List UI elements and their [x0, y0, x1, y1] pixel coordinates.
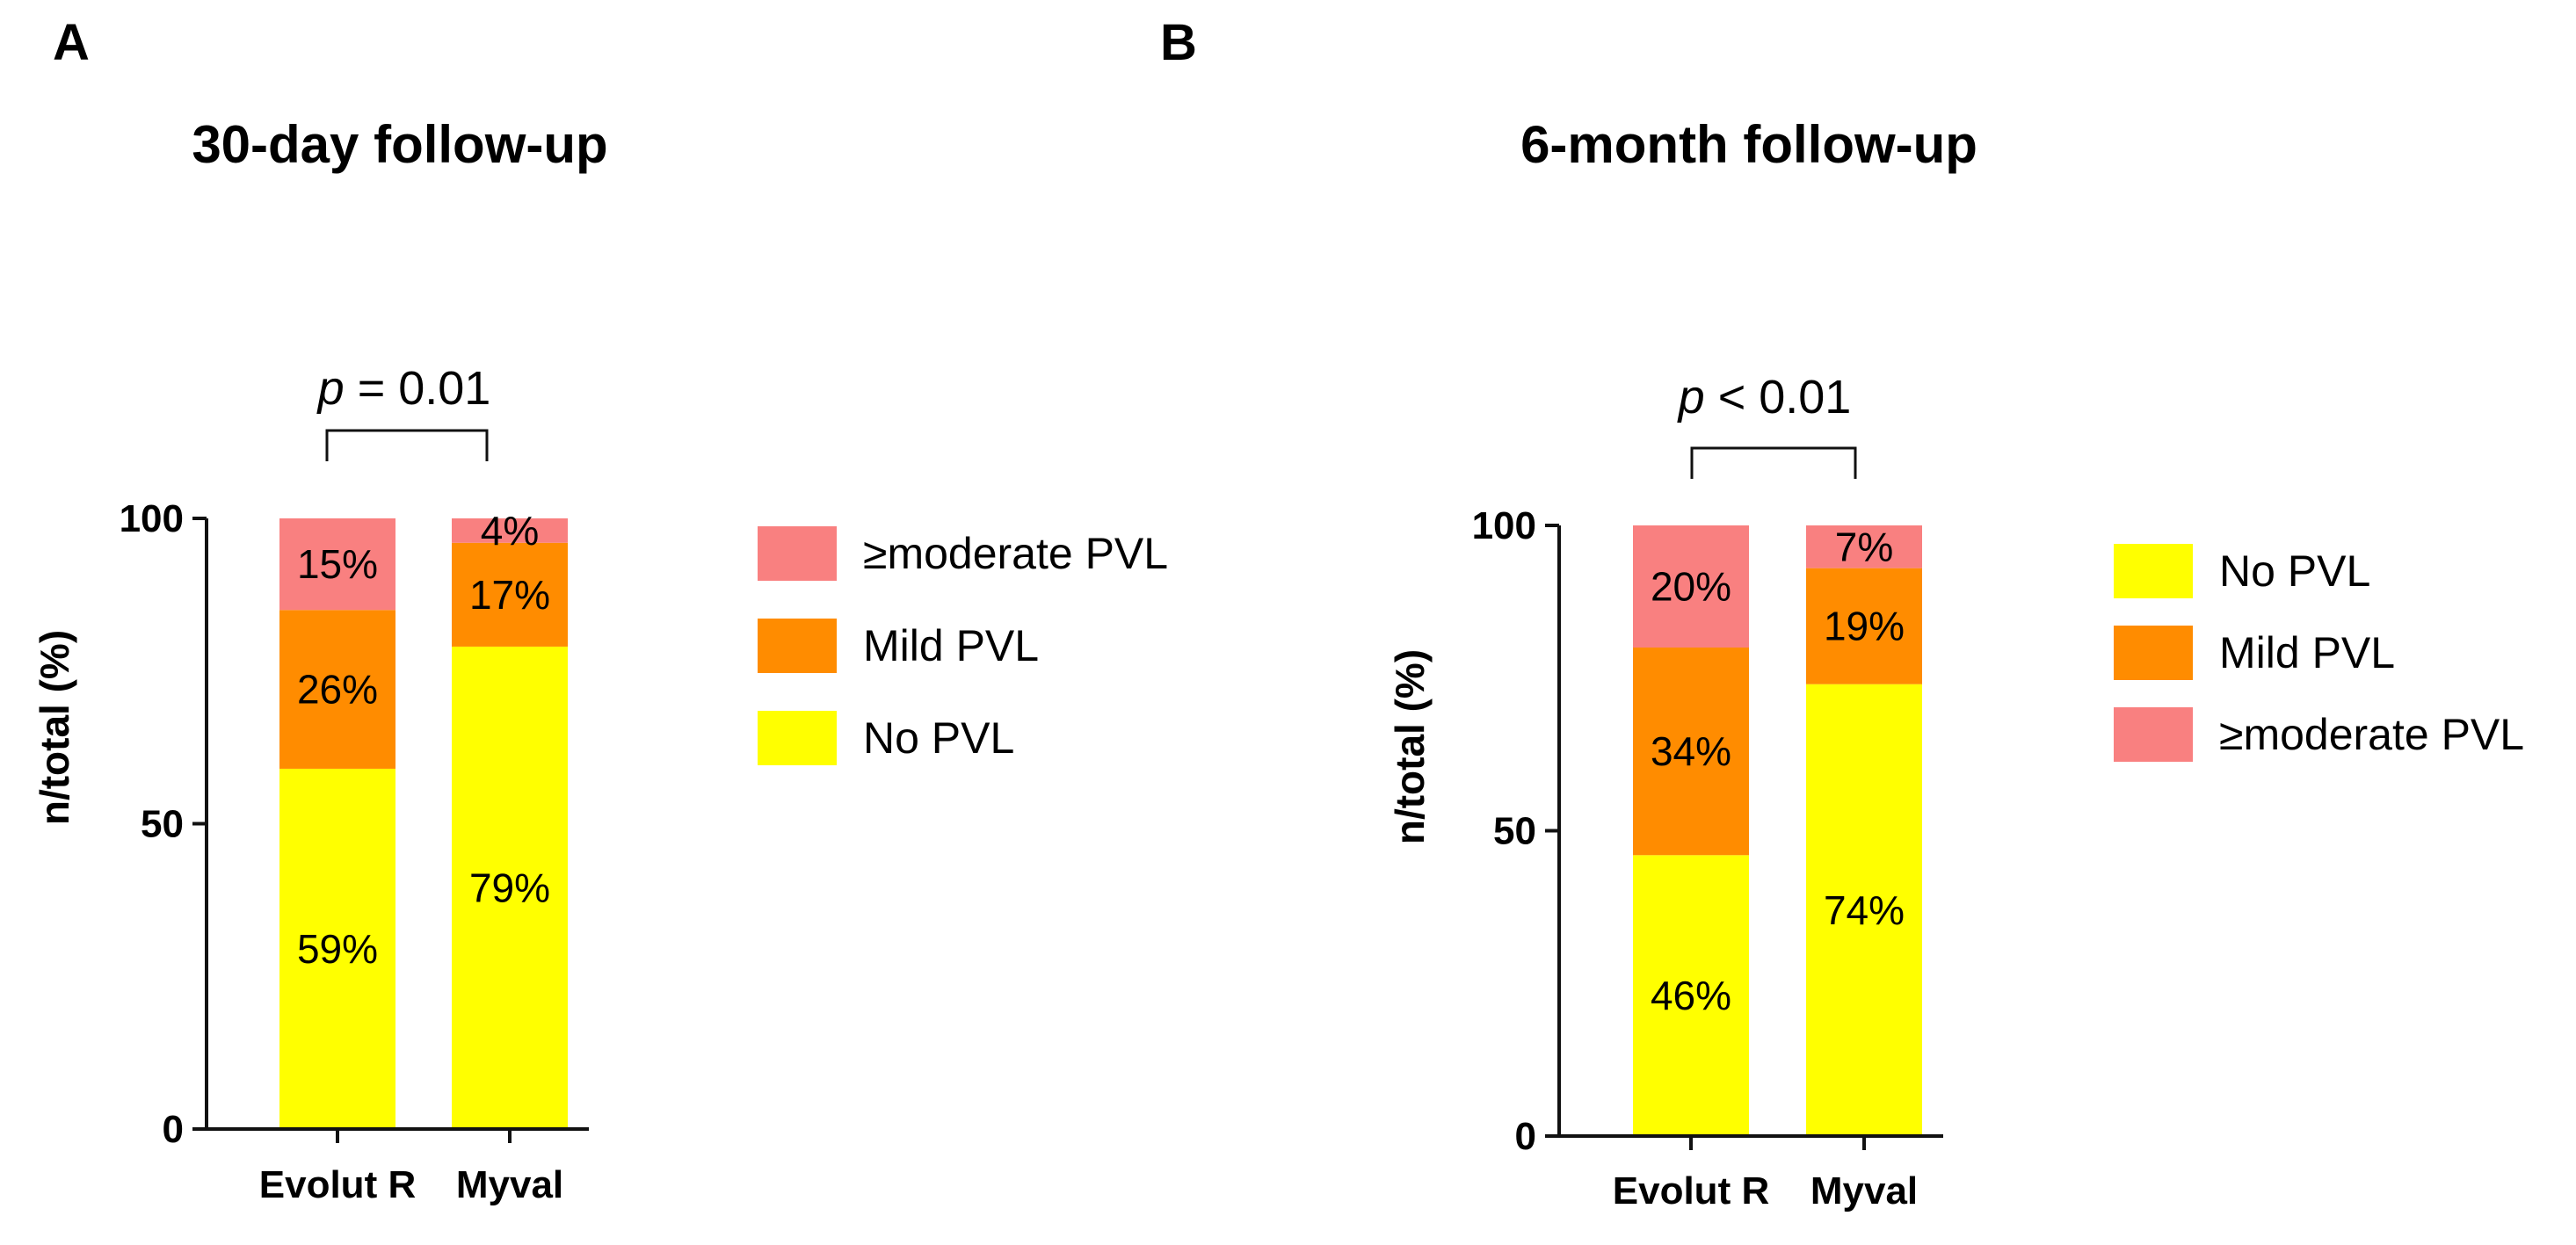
- legend-label: ≥moderate PVL: [2219, 710, 2524, 759]
- legend-swatch: [758, 619, 837, 673]
- significance-bracket: [1690, 446, 1857, 479]
- data-label: 34%: [1651, 728, 1731, 774]
- data-label: 19%: [1824, 604, 1905, 649]
- plot-area: 59% 26% 15% Evolut R 79% 17% 4% Myval 0 50 100: [120, 497, 589, 1206]
- data-label: 7%: [1835, 524, 1893, 569]
- data-label: 4%: [481, 508, 539, 554]
- bar-segment-moderate-pvl: [452, 518, 568, 543]
- legend-label: Mild PVL: [2219, 628, 2395, 677]
- y-axis-label: n/total (%): [1387, 649, 1433, 844]
- legend-label: No PVL: [863, 713, 1014, 763]
- p-value-label: p < 0.01: [1677, 371, 1852, 423]
- data-label: 79%: [469, 865, 550, 910]
- p-symbol: p: [316, 362, 345, 415]
- data-label: 46%: [1651, 973, 1731, 1018]
- panel-b: B 6-month follow-up n/total (%) 46% 34% 20…: [1160, 14, 2524, 1212]
- legend-label: No PVL: [2219, 546, 2370, 596]
- x-tick-label: Myval: [1810, 1169, 1918, 1212]
- bar-segment-moderate-pvl: [279, 518, 395, 611]
- x-tick-label: Myval: [456, 1163, 563, 1206]
- panel-a: A 30-day follow-up n/total (%) 59% 26% 15%…: [32, 14, 1168, 1206]
- p-value-text: < 0.01: [1705, 371, 1852, 423]
- y-tick-label: 0: [163, 1108, 184, 1151]
- y-tick-label: 100: [1472, 504, 1536, 547]
- bar-segment-no-pvl: [452, 646, 568, 1129]
- y-axis-label: n/total (%): [32, 630, 77, 825]
- data-label: 15%: [297, 541, 378, 587]
- significance-annotation: p = 0.01: [316, 362, 491, 461]
- legend-swatch: [758, 526, 837, 581]
- p-symbol: p: [1677, 371, 1705, 423]
- y-tick-label: 0: [1515, 1115, 1536, 1158]
- significance-bracket: [325, 429, 489, 461]
- panel-letter: B: [1160, 14, 1197, 71]
- y-tick-label: 50: [141, 803, 184, 846]
- legend-label: ≥moderate PVL: [863, 529, 1168, 578]
- x-tick-label: Evolut R: [259, 1163, 416, 1206]
- data-label: 74%: [1824, 887, 1905, 933]
- bar-segment-mild-pvl: [452, 542, 568, 647]
- plot-area: 46% 34% 20% Evolut R 74% 19% 7% Myval 0 50 100: [1472, 504, 1943, 1212]
- y-tick-label: 100: [120, 497, 184, 540]
- x-tick-label: Evolut R: [1613, 1169, 1769, 1212]
- data-label: 26%: [297, 667, 378, 713]
- legend-swatch: [758, 711, 837, 765]
- legend-swatch: [2114, 544, 2193, 598]
- chart-title: 6-month follow-up: [1520, 115, 1977, 174]
- significance-annotation: p < 0.01: [1677, 371, 1857, 479]
- y-tick-label: 50: [1493, 810, 1536, 853]
- data-label: 59%: [297, 926, 378, 972]
- bar-segment-mild-pvl: [279, 610, 395, 769]
- data-label: 17%: [469, 572, 550, 618]
- data-label: 20%: [1651, 564, 1731, 610]
- bar-segment-no-pvl: [1806, 684, 1922, 1136]
- legend-label: Mild PVL: [863, 621, 1039, 670]
- bar-segment-mild-pvl: [1806, 568, 1922, 684]
- p-value-text: = 0.01: [345, 362, 491, 415]
- bar-segment-no-pvl: [1633, 855, 1749, 1136]
- chart-title: 30-day follow-up: [192, 115, 607, 174]
- bar-segment-mild-pvl: [1633, 648, 1749, 856]
- p-value-label: p = 0.01: [316, 362, 491, 415]
- bar-segment-moderate-pvl: [1633, 525, 1749, 648]
- legend: ≥moderate PVL Mild PVL No PVL: [758, 526, 1168, 765]
- legend: No PVL Mild PVL ≥moderate PVL: [2114, 544, 2524, 762]
- legend-swatch: [2114, 707, 2193, 762]
- bar-segment-moderate-pvl: [1806, 525, 1922, 568]
- legend-swatch: [2114, 626, 2193, 680]
- bar-segment-no-pvl: [279, 768, 395, 1129]
- panel-letter: A: [53, 14, 90, 71]
